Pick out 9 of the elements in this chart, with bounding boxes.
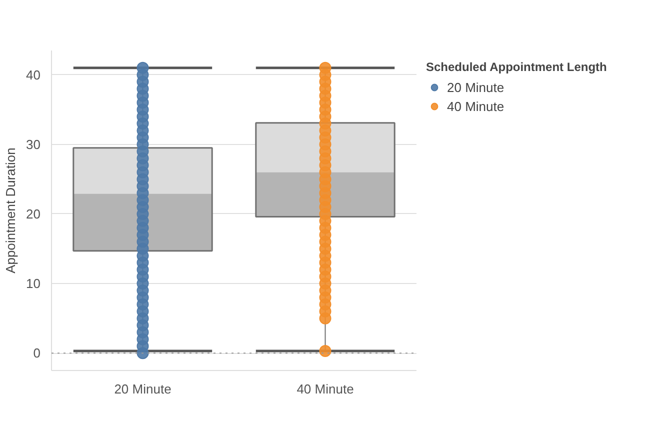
- legend-title: Scheduled Appointment Length: [426, 60, 607, 74]
- legend-label: 40 Minute: [447, 98, 504, 114]
- y-tick-label: 10: [26, 276, 41, 292]
- legend-label: 20 Minute: [447, 80, 504, 94]
- y-tick-label: 40: [26, 67, 41, 82]
- y-tick-label: 30: [26, 136, 41, 152]
- y-axis-title: Appointment Duration: [3, 148, 18, 274]
- y-tick-label: 20: [26, 206, 41, 222]
- y-tick-label: 0: [33, 346, 41, 361]
